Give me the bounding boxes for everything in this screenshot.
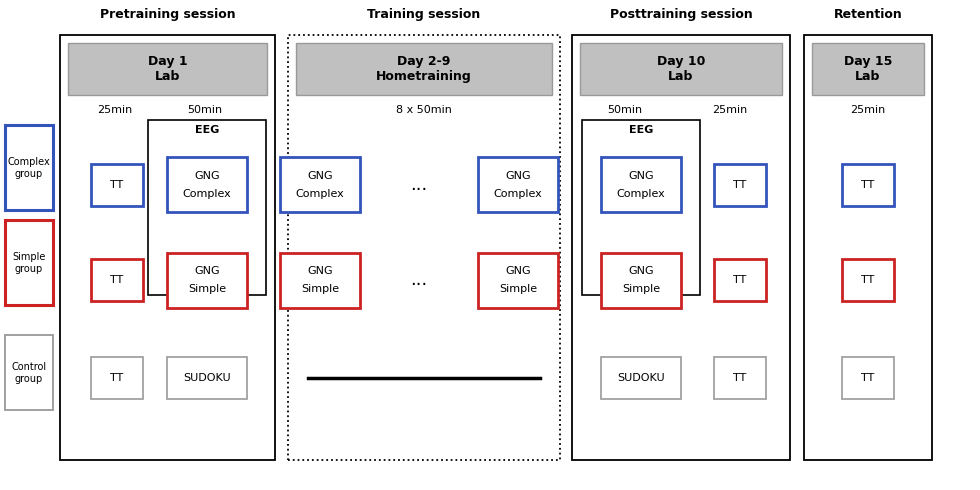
Text: Pretraining session: Pretraining session bbox=[100, 8, 235, 22]
Bar bbox=[60, 35, 275, 460]
Text: TT: TT bbox=[861, 275, 874, 285]
Bar bbox=[167, 157, 247, 213]
Bar bbox=[580, 43, 782, 95]
Bar bbox=[148, 120, 266, 295]
Bar bbox=[5, 125, 53, 210]
Text: GNG: GNG bbox=[628, 171, 654, 181]
Text: EEG: EEG bbox=[195, 125, 220, 135]
Text: Control
group: Control group bbox=[12, 362, 47, 384]
Text: Simple: Simple bbox=[188, 284, 226, 294]
Text: 50min: 50min bbox=[608, 105, 643, 115]
Text: Simple: Simple bbox=[499, 284, 537, 294]
Bar bbox=[280, 252, 360, 308]
Bar bbox=[91, 357, 143, 399]
Text: GNG: GNG bbox=[307, 266, 333, 276]
Text: Day 1
Lab: Day 1 Lab bbox=[148, 55, 187, 83]
Text: Retention: Retention bbox=[834, 8, 903, 22]
Text: Day 2-9
Hometraining: Day 2-9 Hometraining bbox=[376, 55, 472, 83]
Bar bbox=[280, 157, 360, 213]
Bar bbox=[812, 43, 924, 95]
Text: 8 x 50min: 8 x 50min bbox=[396, 105, 452, 115]
Bar bbox=[582, 120, 700, 295]
Bar bbox=[478, 157, 558, 213]
Text: Complex: Complex bbox=[182, 189, 231, 199]
Text: 25min: 25min bbox=[851, 105, 886, 115]
Text: GNG: GNG bbox=[194, 266, 220, 276]
Text: Day 15
Lab: Day 15 Lab bbox=[844, 55, 892, 83]
Bar bbox=[842, 164, 894, 206]
Text: TT: TT bbox=[861, 180, 874, 190]
Text: GNG: GNG bbox=[505, 266, 531, 276]
Text: Training session: Training session bbox=[368, 8, 480, 22]
Text: TT: TT bbox=[733, 275, 747, 285]
Text: TT: TT bbox=[111, 373, 123, 383]
Bar bbox=[167, 252, 247, 308]
Text: 25min: 25min bbox=[712, 105, 748, 115]
Text: 50min: 50min bbox=[187, 105, 222, 115]
Bar bbox=[5, 220, 53, 305]
Text: Complex
group: Complex group bbox=[8, 157, 50, 179]
Text: 25min: 25min bbox=[97, 105, 132, 115]
Bar bbox=[714, 164, 766, 206]
Bar bbox=[601, 357, 681, 399]
Bar bbox=[478, 252, 558, 308]
Text: Simple: Simple bbox=[301, 284, 339, 294]
Bar bbox=[601, 252, 681, 308]
Text: Complex: Complex bbox=[616, 189, 665, 199]
Bar bbox=[714, 259, 766, 301]
Text: Complex: Complex bbox=[296, 189, 344, 199]
Text: TT: TT bbox=[733, 180, 747, 190]
Text: Simple: Simple bbox=[622, 284, 661, 294]
Bar bbox=[68, 43, 267, 95]
Text: EEG: EEG bbox=[629, 125, 654, 135]
Text: SUDOKU: SUDOKU bbox=[183, 373, 231, 383]
Bar bbox=[804, 35, 932, 460]
Text: Simple
group: Simple group bbox=[13, 252, 46, 274]
Bar bbox=[714, 357, 766, 399]
Text: Posttraining session: Posttraining session bbox=[610, 8, 753, 22]
Text: GNG: GNG bbox=[307, 171, 333, 181]
Text: GNG: GNG bbox=[628, 266, 654, 276]
Text: TT: TT bbox=[111, 275, 123, 285]
Bar bbox=[91, 259, 143, 301]
Text: TT: TT bbox=[861, 373, 874, 383]
Bar bbox=[91, 164, 143, 206]
Bar bbox=[842, 357, 894, 399]
Text: ...: ... bbox=[411, 271, 427, 289]
Bar bbox=[842, 259, 894, 301]
Bar bbox=[296, 43, 552, 95]
Text: Day 10
Lab: Day 10 Lab bbox=[657, 55, 706, 83]
Text: SUDOKU: SUDOKU bbox=[617, 373, 664, 383]
Bar bbox=[5, 335, 53, 410]
Text: GNG: GNG bbox=[505, 171, 531, 181]
Text: ...: ... bbox=[411, 176, 427, 194]
Bar bbox=[167, 357, 247, 399]
Text: GNG: GNG bbox=[194, 171, 220, 181]
Text: Complex: Complex bbox=[494, 189, 542, 199]
Bar bbox=[572, 35, 790, 460]
Text: TT: TT bbox=[111, 180, 123, 190]
Bar bbox=[288, 35, 560, 460]
Text: TT: TT bbox=[733, 373, 747, 383]
Bar bbox=[601, 157, 681, 213]
